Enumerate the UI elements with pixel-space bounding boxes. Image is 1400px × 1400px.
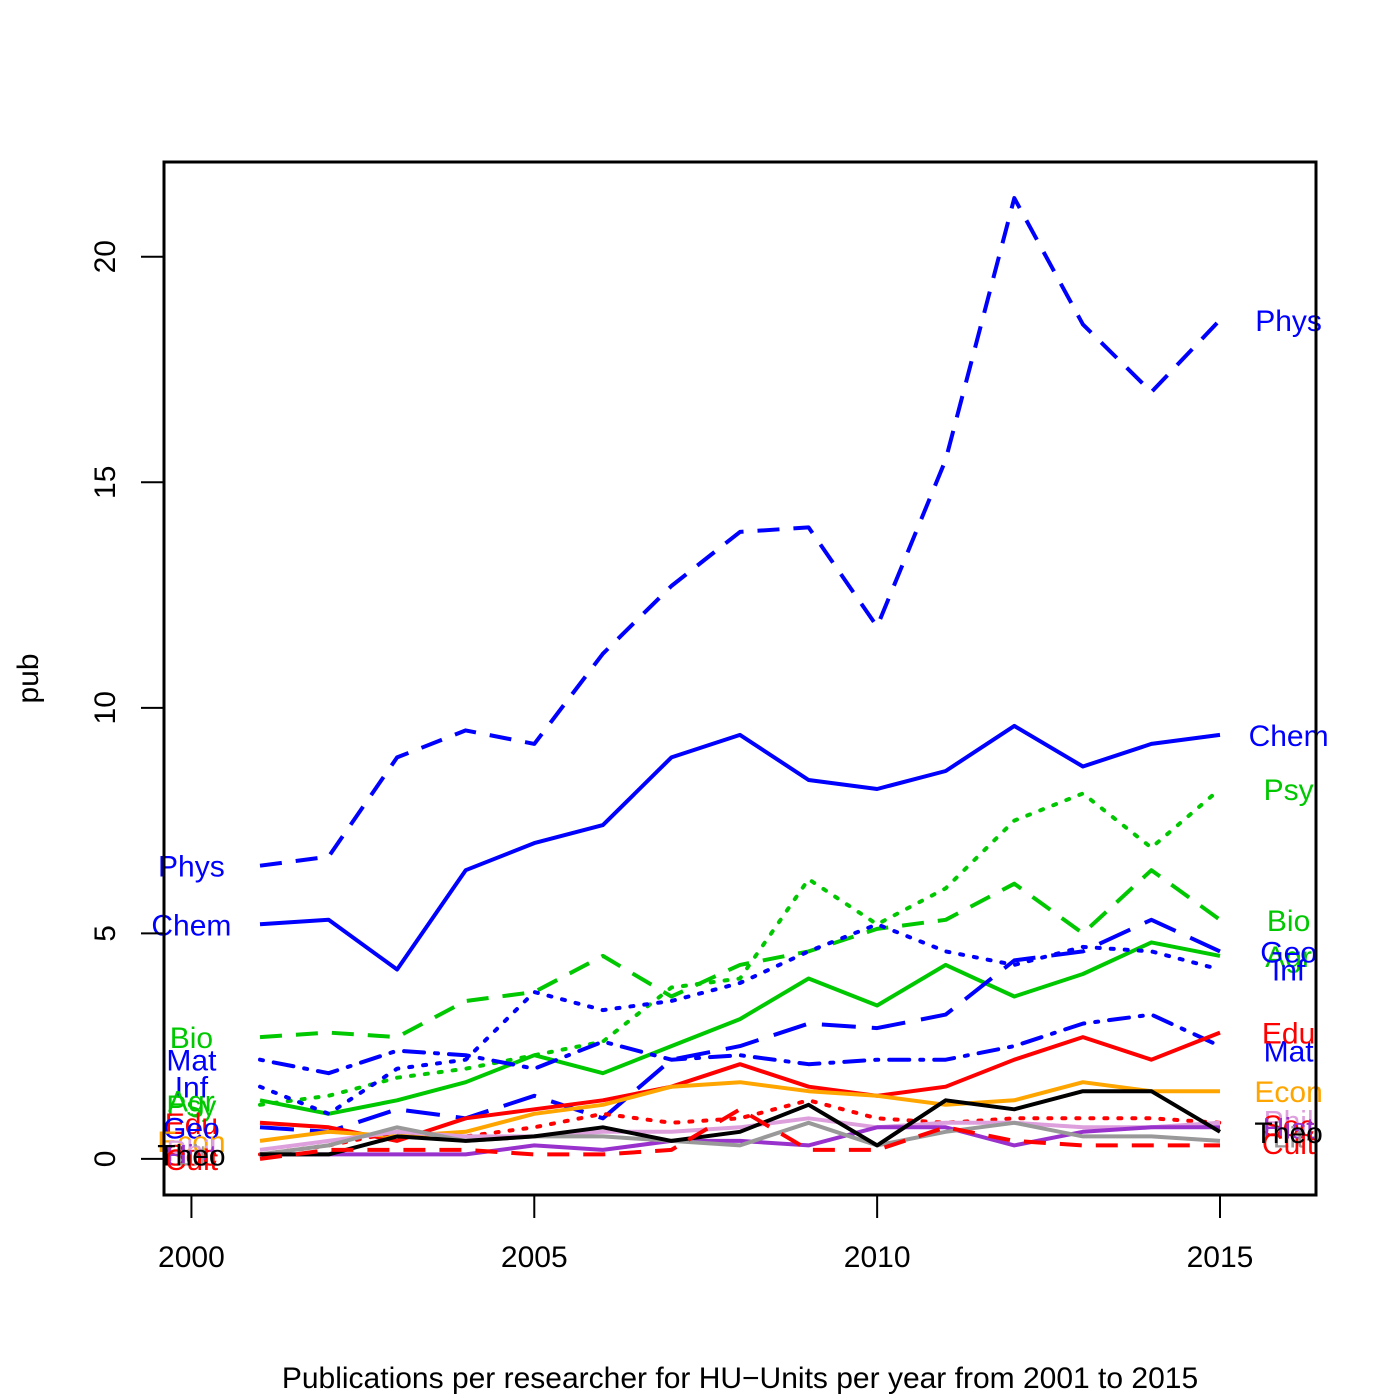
- series-label-soc: Soc: [1263, 1110, 1315, 1143]
- series-line-lit: [259, 1120, 1221, 1157]
- y-tick-label: 15: [89, 466, 122, 499]
- y-tick-label: 5: [89, 925, 122, 942]
- x-tick-label: 2000: [158, 1241, 225, 1274]
- series-layer: [258, 196, 1222, 1161]
- series-label-lit: Lit: [176, 1139, 208, 1172]
- series-label-inf: Inf: [1272, 955, 1306, 988]
- series-label-phil: Phil: [166, 1135, 216, 1168]
- series-line-inf: [258, 922, 1222, 1116]
- series-label-psy: Psy: [166, 1090, 216, 1123]
- series-label-theo: Theo: [1254, 1117, 1322, 1150]
- series-line-phys: [259, 196, 1222, 868]
- series-label-bio: Bio: [170, 1022, 213, 1055]
- series-label-phys: Phys: [1255, 305, 1322, 338]
- series-label-mat: Mat: [1264, 1036, 1315, 1069]
- series-label-econ: Econ: [1254, 1076, 1322, 1109]
- series-line-agr: [259, 940, 1221, 1116]
- series-label-edu: Edu: [165, 1108, 218, 1141]
- series-label-psy: Psy: [1264, 774, 1314, 807]
- series-label-hist: Hist: [1263, 1112, 1315, 1145]
- y-tick-label: 10: [89, 691, 122, 724]
- y-tick-label: 0: [89, 1151, 122, 1168]
- y-tick-label: 20: [89, 240, 122, 273]
- series-label-inf: Inf: [175, 1072, 209, 1105]
- y-axis-title: pub: [12, 653, 45, 703]
- series-label-geo: Geo: [163, 1112, 220, 1145]
- x-axis-title: Publications per researcher for HU−Units…: [282, 1362, 1198, 1395]
- series-line-psy: [258, 787, 1222, 1107]
- series-label-soc: Soc: [166, 1139, 218, 1172]
- series-label-econ: Econ: [157, 1126, 225, 1159]
- series-label-cult: Cult: [1262, 1128, 1316, 1161]
- x-axis: 2000 2005 2010 2015: [158, 1194, 1254, 1274]
- x-tick-label: 2010: [844, 1241, 911, 1274]
- y-axis: 0 5 10 15 20: [89, 240, 165, 1168]
- series-label-agr: Agr: [1265, 941, 1312, 974]
- series-label-bio: Bio: [1267, 905, 1310, 938]
- series-line-bio: [259, 868, 1222, 1040]
- series-label-mat: Mat: [166, 1045, 217, 1078]
- series-label-edu: Edu: [1262, 1018, 1315, 1051]
- series-line-theo: [260, 1089, 1222, 1157]
- x-tick-label: 2015: [1187, 1241, 1254, 1274]
- series-label-hist: Hist: [166, 1139, 218, 1172]
- series-label-layer: PhysPhysChemChemPsyBioBioAgrGeoInfInfMat…: [151, 305, 1328, 1177]
- series-label-geo: Geo: [1260, 936, 1317, 969]
- x-tick-label: 2005: [501, 1241, 568, 1274]
- series-label-lit: Lit: [1273, 1121, 1305, 1154]
- series-label-phys: Phys: [158, 851, 225, 884]
- series-label-agr: Agr: [168, 1085, 215, 1118]
- series-line-cult: [259, 1107, 1220, 1161]
- series-label-cult: Cult: [165, 1144, 219, 1177]
- series-line-chem: [259, 723, 1221, 972]
- series-label-phil: Phil: [1264, 1106, 1314, 1139]
- series-line-hist: [260, 1125, 1220, 1157]
- series-line-mat: [258, 1012, 1222, 1076]
- series-label-theo: Theo: [157, 1139, 225, 1172]
